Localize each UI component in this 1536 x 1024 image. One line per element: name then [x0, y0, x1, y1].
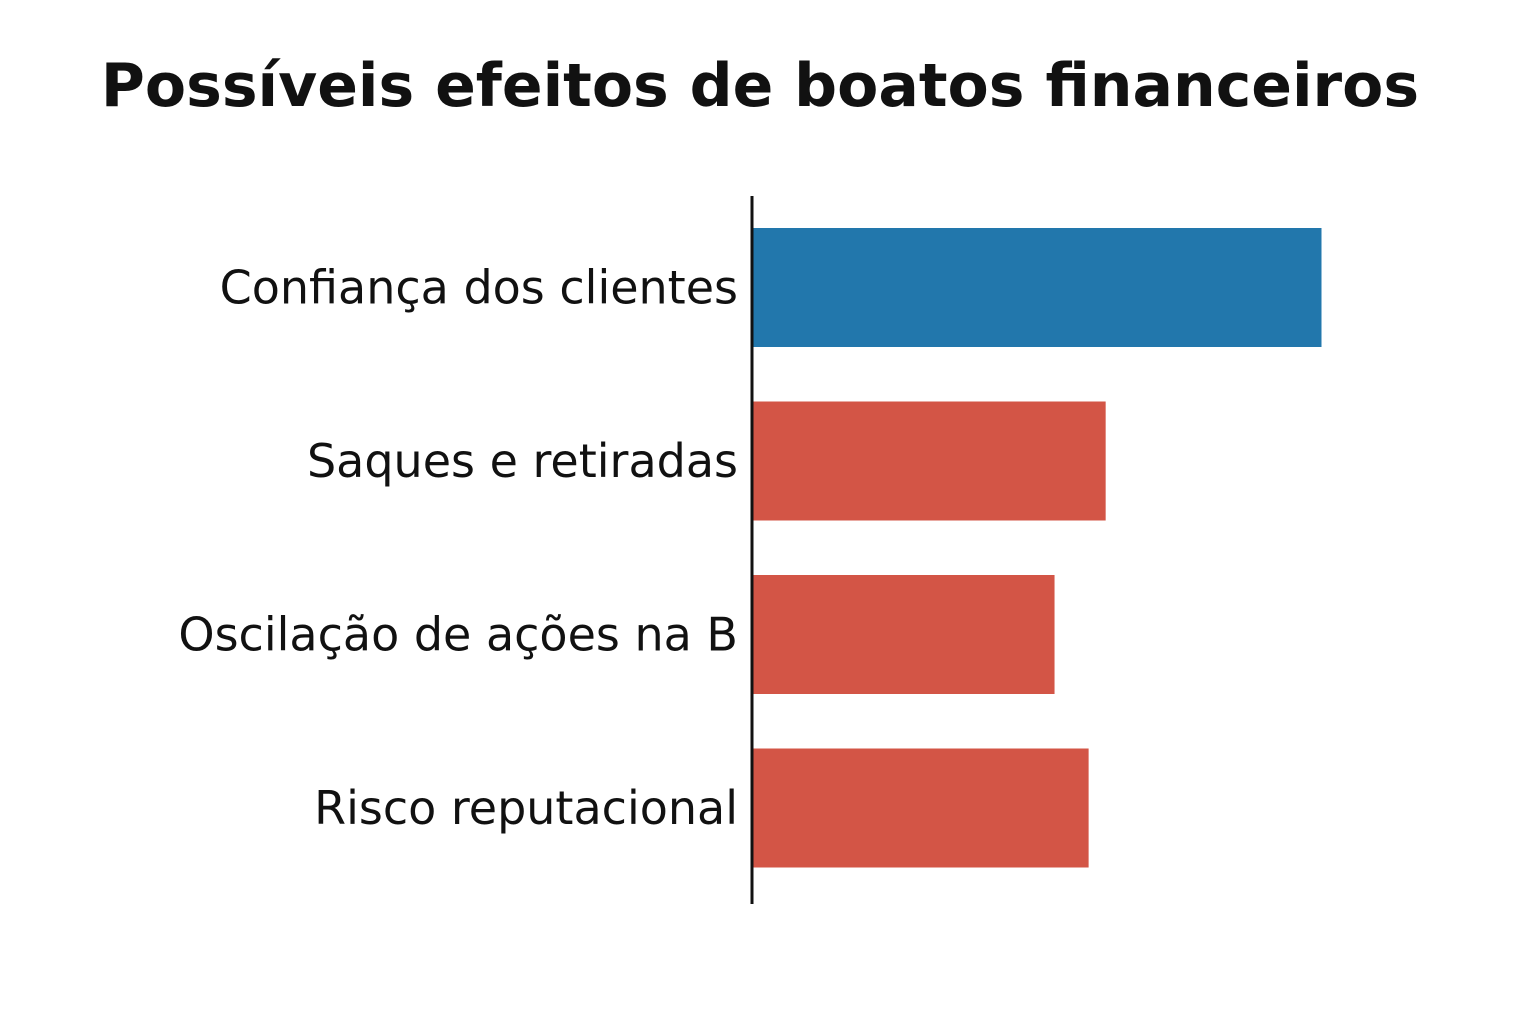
bar-1: [753, 228, 1322, 347]
bar-4: [753, 748, 1089, 868]
category-labels: Confiança dos clientes Saques e retiradas…: [178, 261, 738, 836]
bar-2: [753, 401, 1106, 521]
category-label-2: Saques e retiradas: [307, 434, 738, 488]
chart-title: Possíveis efeitos de boatos financeiros: [100, 51, 1420, 121]
category-label-3: Oscilação de ações na B: [178, 608, 738, 662]
category-label-1: Confiança dos clientes: [220, 261, 738, 315]
bars-group: [753, 228, 1322, 868]
category-label-4: Risco reputacional: [314, 781, 738, 835]
bar-3: [753, 575, 1055, 694]
